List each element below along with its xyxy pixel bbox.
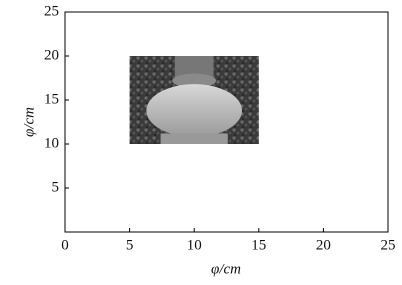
x-axis-label: φ/cm — [211, 261, 241, 277]
x-tick-label: 20 — [316, 237, 331, 253]
x-tick-label: 5 — [126, 237, 134, 253]
y-axis-label: φ/cm — [21, 107, 37, 137]
page: φ/cm φ/cm 0510152025510152025 (() => { c… — [0, 0, 402, 280]
image — [130, 56, 259, 144]
pillar-base — [161, 133, 228, 144]
disc — [146, 84, 242, 137]
chart: φ/cm φ/cm 0 5 10 15 20 25 5 10 15 20 25 — [0, 0, 402, 280]
y-tick-label: 20 — [44, 47, 59, 63]
x-tick-label: 0 — [61, 237, 69, 253]
y-tick-label: 10 — [44, 135, 59, 151]
x-tick-label: 25 — [381, 237, 396, 253]
y-tick-label: 25 — [44, 3, 59, 19]
y-tick-label: 5 — [52, 179, 60, 195]
x-tick-label: 15 — [251, 237, 266, 253]
x-tick-label: 10 — [187, 237, 202, 253]
y-tick-label: 15 — [44, 91, 59, 107]
